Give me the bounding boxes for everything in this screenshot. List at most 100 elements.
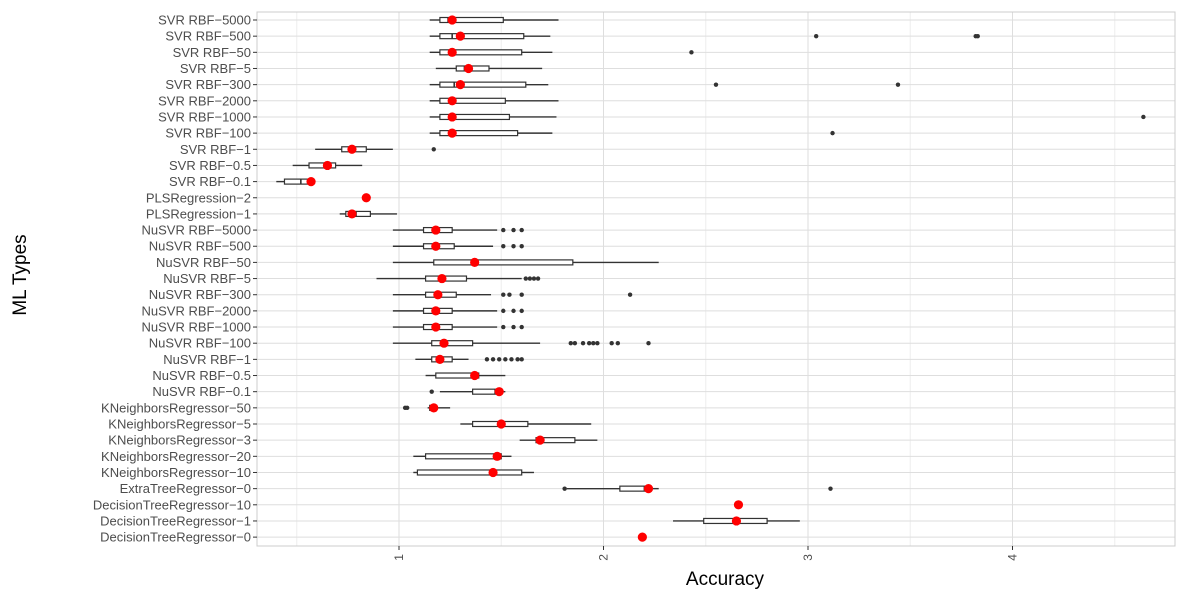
mean-point [347, 144, 357, 154]
mean-point [492, 451, 502, 461]
y-tick-label: DecisionTreeRegressor−10 [93, 497, 251, 512]
outlier-point [531, 276, 537, 281]
mean-point [447, 96, 457, 106]
mean-point [435, 354, 445, 364]
mean-point [733, 500, 744, 510]
box-group [733, 500, 744, 510]
outlier-point [519, 324, 524, 330]
box-group [562, 484, 833, 494]
box-iqr [345, 210, 371, 218]
y-tick-label: SVR RBF−5000 [158, 13, 251, 28]
outlier-point [572, 341, 578, 346]
y-tick-label: KNeighborsRegressor−20 [101, 449, 251, 464]
mean-point [455, 31, 465, 41]
box-group [413, 451, 512, 461]
box-iqr [416, 469, 523, 476]
mean-point [447, 47, 457, 57]
box-group [392, 338, 651, 348]
box-group [425, 370, 506, 381]
mean-point [431, 306, 441, 316]
box-group [392, 257, 659, 267]
box-group [429, 387, 506, 397]
mean-point [439, 338, 449, 348]
y-tick-label: NuSVR RBF−300 [149, 287, 251, 302]
x-axis-ticks: 1 2 3 4 [392, 546, 1020, 561]
box-group [376, 273, 541, 284]
box-group [402, 403, 451, 413]
outlier-point [975, 33, 980, 39]
x-axis-title: Accuracy [686, 569, 765, 590]
box-iqr [433, 259, 574, 266]
box-group [392, 225, 524, 235]
box-group [429, 47, 694, 57]
y-tick-label: NuSVR RBF−2000 [142, 303, 251, 318]
box-iqr [439, 81, 527, 88]
outlier-point [509, 357, 514, 362]
outlier-point [519, 357, 524, 362]
mean-point [361, 193, 371, 203]
outlier-point [431, 147, 436, 152]
x-tick-label: 2 [597, 554, 611, 561]
outlier-point [501, 324, 506, 330]
box-group [415, 354, 524, 364]
mean-point [637, 532, 647, 542]
mean-point [431, 225, 441, 235]
mean-point [496, 419, 506, 429]
y-tick-label: NuSVR RBF−5000 [142, 223, 251, 238]
y-tick-label: NuSVR RBF−50 [156, 255, 251, 270]
box-group [435, 63, 543, 74]
box-iqr [439, 113, 511, 121]
y-tick-label: PLSRegression−2 [146, 190, 251, 205]
outlier-point [404, 405, 410, 411]
y-tick-label: NuSVR RBF−1000 [142, 320, 251, 335]
outlier-point [689, 50, 694, 55]
box-group [361, 193, 371, 203]
mean-point [494, 387, 504, 397]
x-tick-label: 3 [801, 554, 815, 561]
outlier-point [1141, 114, 1146, 120]
mean-point [306, 177, 316, 187]
outlier-point [595, 341, 600, 346]
y-tick-label: NuSVR RBF−5 [163, 271, 251, 286]
outlier-point [511, 324, 516, 330]
outlier-point [615, 341, 621, 346]
outlier-point [503, 357, 508, 362]
y-tick-label: KNeighborsRegressor−50 [101, 400, 251, 415]
mean-point [431, 241, 441, 251]
mean-point [535, 435, 545, 445]
mean-point [447, 128, 457, 138]
y-axis-title: ML Types [10, 234, 31, 315]
mean-point [447, 112, 457, 122]
mean-point [447, 15, 457, 25]
outlier-point [490, 357, 496, 362]
box-group [429, 96, 559, 106]
y-tick-label: NuSVR RBF−500 [149, 239, 251, 254]
y-tick-label: SVR RBF−50 [173, 45, 251, 60]
outlier-point [562, 486, 567, 491]
box-group [429, 15, 559, 25]
y-tick-label: SVR RBF−300 [165, 77, 251, 92]
outlier-point [591, 341, 596, 346]
box-group [673, 516, 800, 526]
mean-point [437, 273, 447, 284]
box-iqr [439, 49, 523, 56]
outlier-point [535, 276, 541, 281]
y-tick-label: KNeighborsRegressor−3 [108, 433, 251, 448]
box-series [276, 15, 1146, 542]
outlier-point [523, 276, 528, 281]
y-tick-label: SVR RBF−2000 [158, 93, 251, 108]
box-group [292, 160, 363, 171]
mean-point [463, 63, 474, 74]
y-tick-label: SVR RBF−0.1 [169, 174, 251, 189]
mean-point [731, 516, 742, 526]
outlier-point [609, 341, 614, 346]
y-tick-label: ExtraTreeRegressor−0 [120, 481, 251, 496]
y-tick-label: PLSRegression−1 [146, 206, 251, 221]
outlier-point [580, 341, 586, 346]
y-tick-label: NuSVR RBF−0.1 [152, 384, 251, 399]
box-group [392, 306, 524, 316]
outlier-point [511, 308, 516, 314]
box-group [637, 532, 647, 542]
